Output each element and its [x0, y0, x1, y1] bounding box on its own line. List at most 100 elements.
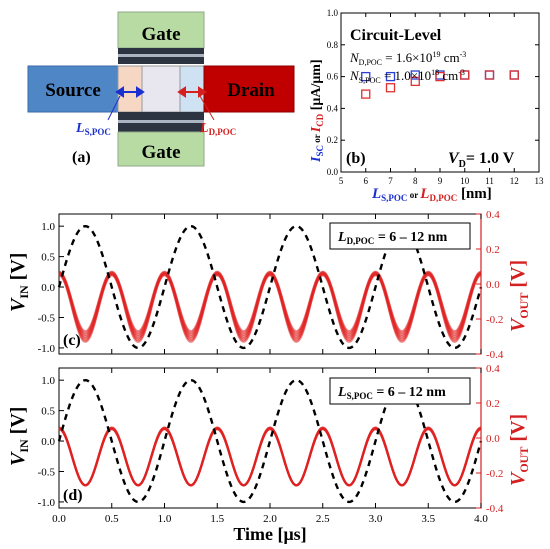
plot-b-marker	[509, 70, 519, 80]
vout-curve	[58, 428, 482, 487]
plot-b-xtick-label: 8	[413, 176, 418, 186]
panel-label-a: (a)	[72, 149, 91, 166]
ld-arrow	[177, 86, 207, 98]
plot-b-xtick-label: 10	[460, 176, 470, 186]
ytick-left-label: -0.5	[38, 466, 56, 478]
ytick-left-label: 1.0	[41, 221, 55, 233]
plot-b-annotation-ns: NS,POC = 1.0×1018 cm-3	[349, 68, 465, 85]
source-block	[27, 65, 119, 113]
plot-c-ylabel-left: VIN [V]	[7, 253, 31, 312]
ytick-left-label: 0.5	[41, 252, 55, 264]
plot-b-marker	[460, 70, 470, 80]
ls-poc-label: LS,POC	[75, 121, 111, 137]
xtick-label: 1.5	[210, 513, 224, 525]
plot-b-marker	[410, 76, 420, 87]
ytick-right-label: -0.4	[486, 349, 504, 361]
vout-curve	[58, 426, 482, 487]
xtick-label: 0.5	[105, 513, 119, 525]
ytick-right-label: -0.4	[486, 503, 504, 515]
ytick-left-label: 0.0	[41, 436, 55, 448]
xtick-label: 2.0	[263, 513, 277, 525]
plot-b-marker	[509, 70, 519, 80]
ytick-left-label: 0.5	[41, 406, 55, 418]
gate-bottom-label: Gate	[141, 142, 180, 163]
plot-b-title: Circuit-Level	[350, 27, 442, 44]
plot-b-ytick-label: 0.2	[327, 135, 338, 145]
ytick-right-label: 0.0	[486, 279, 500, 291]
plot-b-marker	[484, 70, 495, 80]
plot-b-xlabel: LS,POC or LD,POC [nm]	[371, 186, 492, 203]
plot-b-ytick-label: 0.4	[327, 103, 339, 113]
panel-c: -1.0 -0.5 0.0 0.5 1.0 -0.4 -0.2 0.0 0.2 0.4 LD,PO…	[7, 209, 531, 361]
plot-b-xtick-label: 11	[485, 176, 494, 186]
gate-top-label: Gate	[141, 24, 180, 45]
plot-b-ticks: 5 6 7 8 9 10 11 12 13 0.0 0.2 0.4 0.6 0.8 1.0	[327, 8, 544, 186]
channel	[141, 65, 181, 113]
ytick-left-label: -0.5	[38, 312, 56, 324]
plot-b-marker	[385, 71, 396, 82]
drain-block	[203, 65, 295, 113]
plot-d-curves	[57, 378, 483, 504]
vout-curve	[58, 427, 482, 487]
vout-curve	[58, 427, 482, 487]
device-schematic: Gate Source Drain Gate LS,POC LD,POC (a)	[27, 11, 295, 167]
plot-b-ylabel: ISC or ICD [μA/μm]	[309, 59, 325, 163]
xtick-label: 1.0	[158, 513, 172, 525]
plot-b-vd-label: VD= 1.0 V	[448, 150, 515, 170]
plot-d-legend-box	[329, 377, 471, 405]
plot-d-ylabel-left: VIN [V]	[7, 407, 31, 466]
ytick-right-label: 0.0	[486, 433, 500, 445]
plot-d-ylabel-right: VOUT [V]	[507, 414, 531, 486]
plot-b-marker	[361, 89, 371, 99]
ytick-right-label: -0.2	[486, 314, 503, 326]
gate-top-block	[117, 11, 205, 49]
plot-d-legend: LS,POC = 6 – 12 nm	[337, 385, 446, 401]
xtick-label: 3.0	[369, 513, 383, 525]
vout-curve	[58, 272, 482, 340]
plot-b-marker	[435, 71, 445, 82]
plot-b-xtick-label: 5	[339, 176, 344, 186]
plot-b-marker	[484, 70, 495, 80]
plot-b-ytick-label: 1.0	[327, 8, 339, 18]
vout-curve	[58, 426, 482, 487]
ld-leader	[199, 95, 215, 121]
vout-curve	[58, 272, 482, 338]
vout-curve	[58, 274, 482, 343]
ytick-left-label: 0.0	[41, 282, 55, 294]
plot-b-xtick-label: 6	[364, 176, 369, 186]
ytick-right-label: -0.2	[486, 468, 503, 480]
plot-d-ticks: -1.0 -0.5 0.0 0.5 1.0 -0.4 -0.2 0.0 0.2 0.4 0.0 0.5…	[38, 363, 504, 525]
ytick-right-label: 0.4	[486, 209, 500, 221]
ytick-left-label: 1.0	[41, 375, 55, 387]
plot-b-xtick-label: 12	[510, 176, 519, 186]
panel-label-c: (c)	[63, 332, 81, 349]
plot-c-ylabel-right: VOUT [V]	[507, 260, 531, 332]
plot-b-xtick-label: 9	[438, 176, 443, 186]
vout-curve	[58, 273, 482, 342]
xtick-label: 0.0	[52, 513, 66, 525]
plot-b-annotation-nd: ND,POC = 1.6×1019 cm-3	[349, 50, 466, 67]
source-label: Source	[45, 80, 101, 101]
ls-leader	[107, 95, 121, 121]
ytick-right-label: 0.2	[486, 244, 500, 256]
plot-c-curves	[57, 224, 483, 350]
plot-b-marker	[385, 83, 396, 93]
vout-curve	[58, 427, 482, 487]
drain-label: Drain	[227, 80, 275, 101]
plot-c-legend: LD,POC = 6 – 12 nm	[337, 230, 448, 246]
xtick-label: 4.0	[474, 513, 488, 525]
ytick-left-label: -1.0	[38, 497, 56, 509]
plot-b-ytick-label: 0.8	[327, 40, 339, 50]
ytick-left-label: -1.0	[38, 343, 56, 355]
plot-c-legend-box	[329, 222, 471, 250]
xtick-label: 2.5	[316, 513, 330, 525]
plot-b-xtick-label: 13	[535, 176, 545, 186]
plot-c-ticks: -1.0 -0.5 0.0 0.5 1.0 -0.4 -0.2 0.0 0.2 0.4	[38, 209, 504, 361]
vout-curve	[58, 426, 482, 487]
panel-b: 5 6 7 8 9 10 11 12 13 0.0 0.2 0.4 0.6 0.8 1.0 Circuit-…	[309, 8, 544, 203]
gate-bottom-block	[117, 131, 205, 167]
plot-b-marker	[410, 70, 420, 80]
ytick-right-label: 0.4	[486, 363, 500, 375]
panel-label-d: (d)	[63, 487, 83, 504]
